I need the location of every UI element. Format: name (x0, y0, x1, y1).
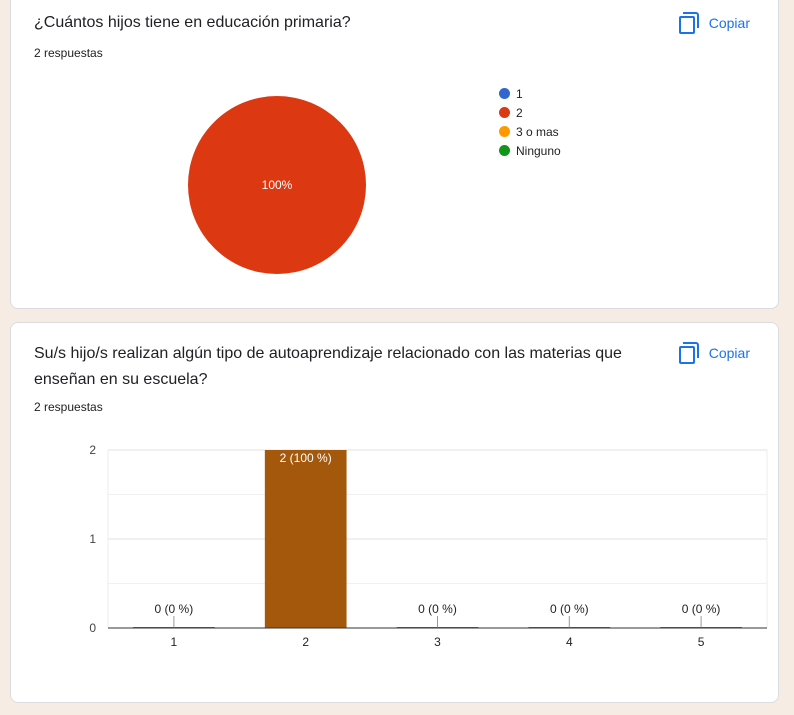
legend-item: 3 o mas (499, 122, 561, 141)
bar-data-label: 0 (0 %) (418, 602, 457, 616)
question-2-title: Su/s hijo/s realizan algún tipo de autoa… (34, 345, 622, 388)
y-tick-label: 2 (89, 443, 96, 457)
x-tick-label: 3 (434, 635, 441, 649)
copy-icon (678, 12, 699, 34)
legend-label: 3 o mas (516, 124, 559, 139)
legend-label: 1 (516, 86, 523, 101)
copy-label: Copiar (708, 15, 750, 31)
question-1-title: ¿Cuántos hijos tiene en educación primar… (34, 14, 351, 31)
question-card-2: Su/s hijo/s realizan algún tipo de autoa… (10, 322, 779, 703)
legend-item: 1 (499, 84, 561, 103)
x-tick-label: 5 (698, 635, 705, 649)
pie-chart: 100% (188, 96, 366, 274)
copy-icon (678, 342, 699, 364)
legend-label: Ninguno (516, 143, 561, 158)
bar-data-label: 0 (0 %) (155, 602, 194, 616)
x-tick-label: 1 (171, 635, 178, 649)
question-2-response-count: 2 respuestas (34, 400, 103, 414)
y-tick-label: 0 (89, 621, 96, 635)
bar-data-label: 2 (100 %) (280, 451, 332, 465)
legend-dot (499, 107, 510, 118)
x-tick-label: 2 (302, 635, 309, 649)
legend-item: Ninguno (499, 141, 561, 160)
y-tick-label: 1 (89, 532, 96, 546)
legend-item: 2 (499, 103, 561, 122)
copy-chart-button-2[interactable]: Copiar (678, 342, 750, 364)
bar-data-label: 0 (0 %) (550, 602, 589, 616)
legend-dot (499, 88, 510, 99)
bar-2 (264, 450, 347, 628)
copy-label: Copiar (708, 345, 750, 361)
legend-dot (499, 126, 510, 137)
legend-dot (499, 145, 510, 156)
question-1-response-count: 2 respuestas (34, 46, 103, 60)
bar-chart: 0 1 2 0 (0 %) 1 2 (100 %) 2 0 (0 %) 3 0 (0 %) 4 0 (… (89, 443, 768, 649)
pie-slice-2 (188, 96, 366, 274)
pie-legend: 1 2 3 o mas Ninguno (499, 84, 561, 160)
bar-data-label: 0 (0 %) (682, 602, 721, 616)
copy-chart-button-1[interactable]: Copiar (678, 12, 750, 34)
pie-slice-label: 100% (262, 178, 293, 192)
question-card-1: ¿Cuántos hijos tiene en educación primar… (10, 0, 779, 309)
x-tick-label: 4 (566, 635, 573, 649)
legend-label: 2 (516, 105, 523, 120)
